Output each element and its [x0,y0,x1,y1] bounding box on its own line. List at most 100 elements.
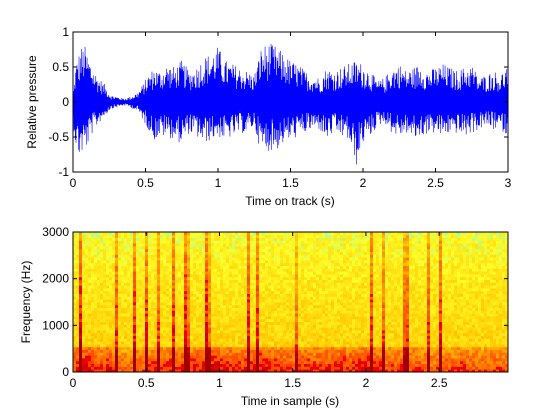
spectrogram-cell [208,285,212,289]
spectrogram-cell [319,243,323,247]
spectrogram-cell [295,260,299,264]
spectrogram-cell [226,248,230,252]
spectrogram-cell [145,358,149,362]
spectrogram-cell [166,358,170,362]
spectrogram-cell [346,366,350,370]
spectrogram-cell [304,318,308,322]
spectrogram-cell [97,352,101,356]
spectrogram-cell [295,321,299,325]
spectrogram-cell [205,352,209,356]
spectrogram-cell [337,232,341,236]
spectrogram-cell [127,282,131,286]
spectrogram-cell [208,341,212,345]
spectrogram-cell [229,332,233,336]
spectrogram-cell [340,276,344,280]
spectrogram-cell [88,282,92,286]
spectrogram-cell [166,335,170,339]
spectrogram-cell [205,304,209,308]
spectrogram-cell [349,248,353,252]
spectrogram-cell [130,246,134,250]
spectrogram-cell [244,355,248,359]
spectrogram-cell [112,268,116,272]
spectrogram-cell [280,279,284,283]
spectrogram-cell [244,360,248,364]
spectrogram-cell [280,240,284,244]
spectrogram-cell [229,341,233,345]
spectrogram-cell [211,265,215,269]
spectrogram-cell [220,360,224,364]
spectrogram-cell [127,296,131,300]
spectrogram-cell [139,265,143,269]
spectrogram-cell [346,316,350,320]
spectrogram-cell [238,232,242,236]
spectrogram-cell [217,324,221,328]
spectrogram-cell [169,324,173,328]
spectrogram-cell [76,324,80,328]
spectrogram-cell [157,344,161,348]
spectrogram-cell [151,254,155,258]
spectrogram-cell [286,293,290,297]
spectrogram-cell [268,358,272,362]
spectrogram-cell [100,276,104,280]
spectrogram-cell [214,234,218,238]
spectrogram-cell [292,274,296,278]
spectrogram-cell [193,274,197,278]
spectrogram-cell [136,369,140,372]
spectrogram-cell [325,237,329,241]
spectrogram-cell [310,299,314,303]
spectrogram-cell [343,332,347,336]
spectrogram-cell [202,296,206,300]
spectrogram-cell [145,248,149,252]
spectrogram-cell [247,251,251,255]
spectrogram-cell [187,293,191,297]
spectrogram-cell [85,240,89,244]
spectrogram-cell [247,288,251,292]
spectrogram-cell [79,324,83,328]
spectrogram-cell [343,268,347,272]
spectrogram-cell [295,265,299,269]
spectrogram-cell [322,240,326,244]
spectrogram-cell [115,307,119,311]
spectrogram-cell [310,276,314,280]
spectrogram-cell [118,327,122,331]
spectrogram-cell [172,254,176,258]
spectrogram-cell [295,254,299,258]
spectrogram-cell [172,288,176,292]
spectrogram-cell [88,366,92,370]
spectrogram-cell [319,299,323,303]
spectrogram-cell [91,285,95,289]
spectrogram-cell [142,316,146,320]
spectrogram-cell [160,338,164,342]
spectrogram-cell [97,268,101,272]
spectrogram-cell [148,282,152,286]
spectrogram-cell [304,237,308,241]
spectrogram-cell [307,243,311,247]
spectrogram-cell [160,327,164,331]
spectrogram-cell [301,234,305,238]
spectrogram-cell [307,276,311,280]
spectrogram-cell [106,296,110,300]
spectrogram-cell [250,285,254,289]
spectrogram-cell [208,251,212,255]
spectrogram-cell [334,237,338,241]
spectrogram-cell [292,268,296,272]
spectrogram-cell [151,260,155,264]
spectrogram-cell [286,268,290,272]
spectrogram-cell [220,251,224,255]
spectrogram-cell [283,262,287,266]
spectrogram-cell [202,271,206,275]
spectrogram-cell [298,268,302,272]
spectrogram-cell [325,363,329,367]
spectrogram-cell [259,293,263,297]
spectrogram-cell [202,338,206,342]
spectrogram-cell [94,240,98,244]
spectrogram-cell [166,307,170,311]
spectrogram-cell [82,369,86,372]
spectrogram-cell [169,330,173,334]
spectrogram-cell [151,335,155,339]
spectrogram-cell [226,346,230,350]
spectrogram-cell [196,271,200,275]
spectrogram-cell [316,296,320,300]
spectrogram-cell [145,268,149,272]
spectrogram-cell [331,324,335,328]
